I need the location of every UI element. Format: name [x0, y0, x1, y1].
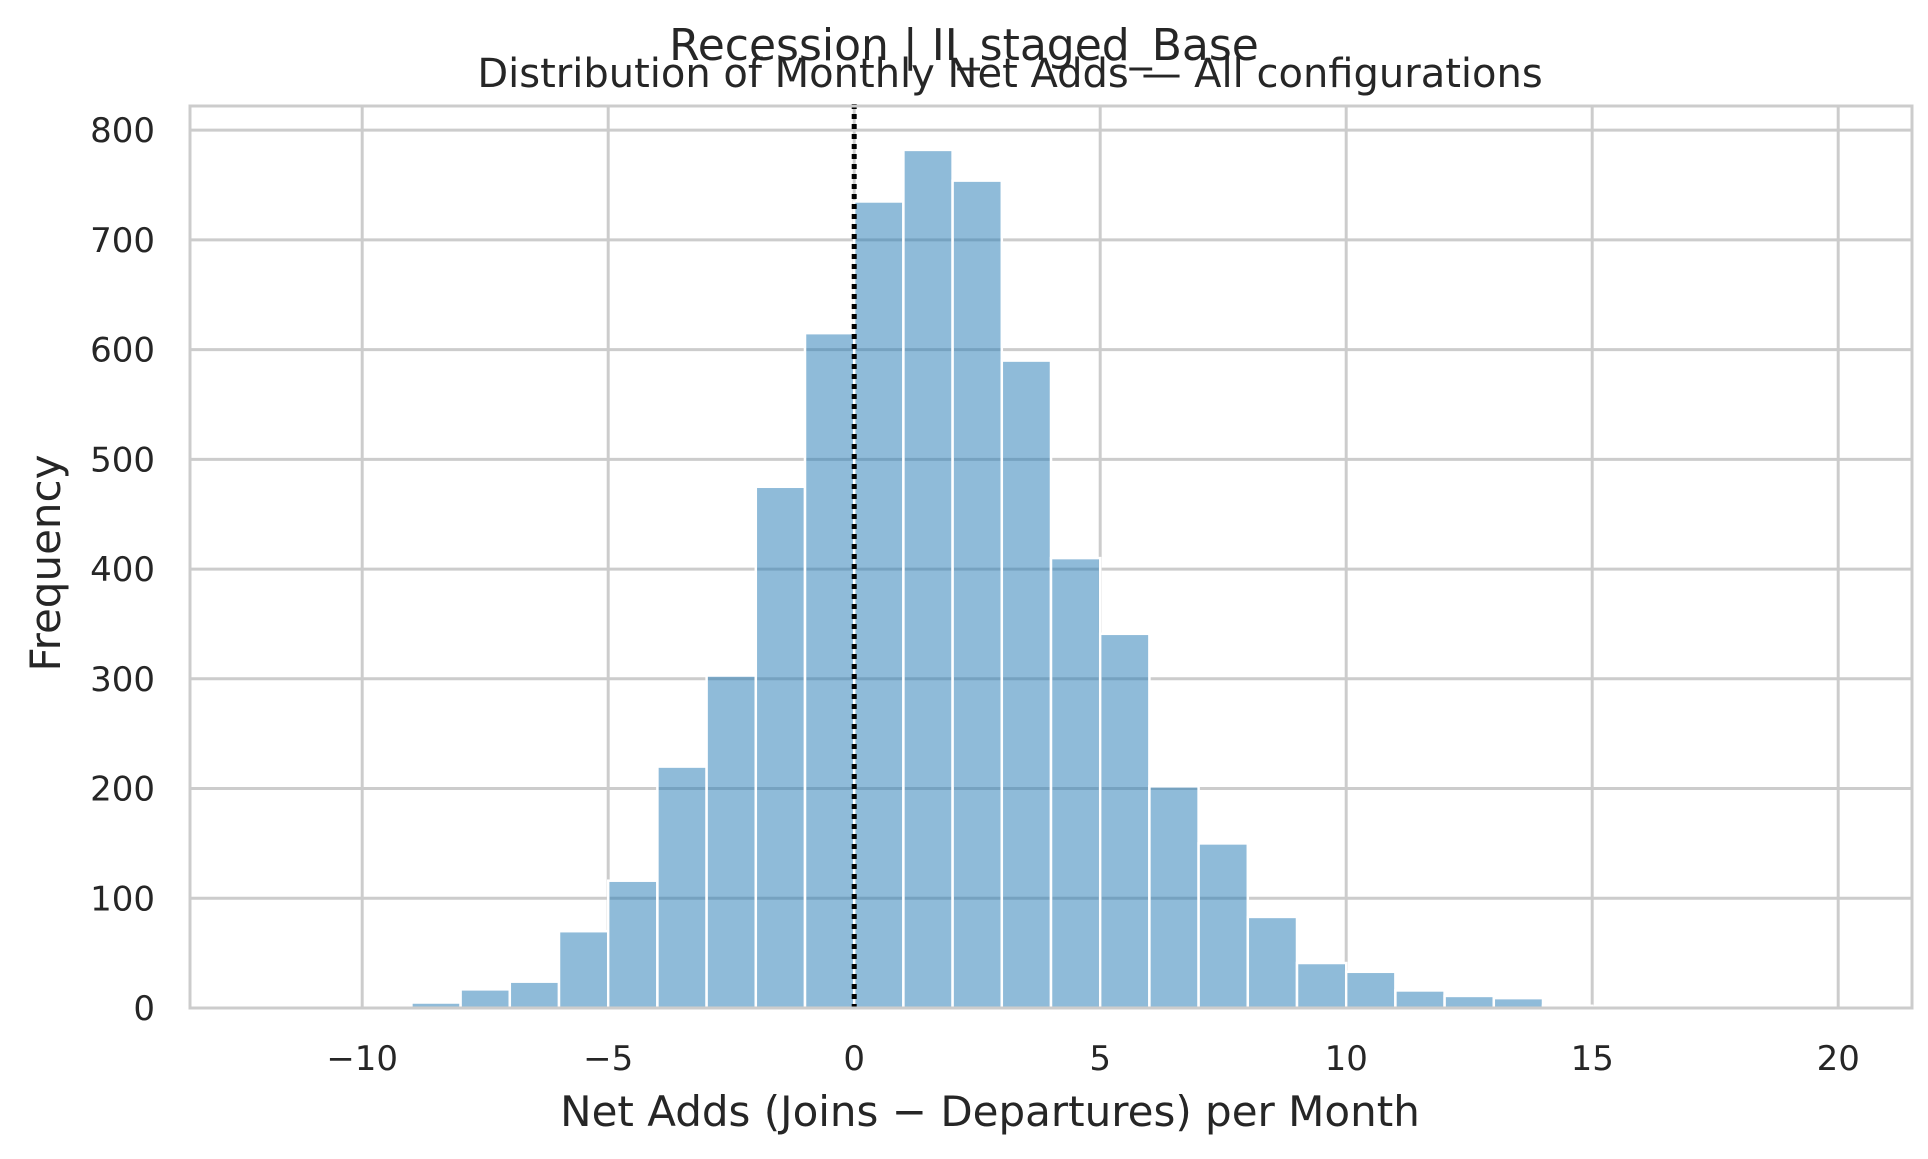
y-tick-label: 800 — [90, 111, 155, 151]
histogram-bar — [852, 200, 905, 1010]
x-tick-label: −5 — [583, 1039, 633, 1079]
histogram-bar — [1148, 785, 1200, 1010]
x-tick-label: 15 — [1571, 1039, 1614, 1079]
y-tick-label: 600 — [90, 331, 155, 371]
y-tick-label: 400 — [90, 550, 155, 590]
x-tick-labels: −10 −5 0 5 10 15 20 — [326, 1039, 1860, 1079]
histogram-bar — [1098, 632, 1151, 1010]
histogram-bar — [606, 879, 659, 1010]
chart-title: Distribution of Monthly Net Adds — All c… — [477, 51, 1542, 97]
chart-suptitle: Recession | II_staged_Base — [669, 20, 1259, 71]
y-tick-label: 500 — [90, 440, 155, 480]
histogram-bar — [951, 179, 1004, 1010]
x-tick-label: 10 — [1325, 1039, 1368, 1079]
x-tick-label: 5 — [1089, 1039, 1111, 1079]
y-tick-label: 0 — [133, 989, 155, 1029]
histogram-bar — [705, 674, 758, 1010]
histogram-bar — [803, 331, 856, 1010]
histogram-bar — [1049, 556, 1102, 1010]
histogram-bar — [754, 485, 807, 1010]
y-tick-labels: 0 100 200 300 400 500 600 700 800 — [90, 111, 155, 1029]
histogram-bar — [1246, 915, 1299, 1010]
y-axis-label: Frequency — [21, 455, 70, 672]
y-tick-label: 100 — [90, 879, 155, 919]
plot-frame — [188, 104, 1914, 1010]
histogram-bar — [1197, 842, 1250, 1010]
histogram-bar — [459, 988, 512, 1010]
histogram-bar — [1295, 961, 1348, 1010]
histogram-bar — [1443, 994, 1496, 1010]
x-tick-label: 20 — [1817, 1039, 1860, 1079]
y-tick-label: 200 — [90, 770, 155, 810]
histogram-bar — [508, 980, 561, 1010]
x-tick-label: −10 — [326, 1039, 398, 1079]
x-tick-label: 0 — [843, 1039, 865, 1079]
histogram-bars — [410, 148, 1643, 1010]
y-tick-label: 700 — [90, 221, 155, 261]
histogram-bar — [1394, 989, 1446, 1010]
histogram-bar — [557, 929, 610, 1010]
histogram-bar — [656, 765, 708, 1010]
histogram-bar — [1000, 359, 1053, 1010]
histogram-bar — [1344, 970, 1397, 1010]
x-axis-label: Net Adds (Joins − Departures) per Month — [560, 1087, 1420, 1136]
histogram-bar — [902, 148, 954, 1010]
y-tick-label: 300 — [90, 660, 155, 700]
